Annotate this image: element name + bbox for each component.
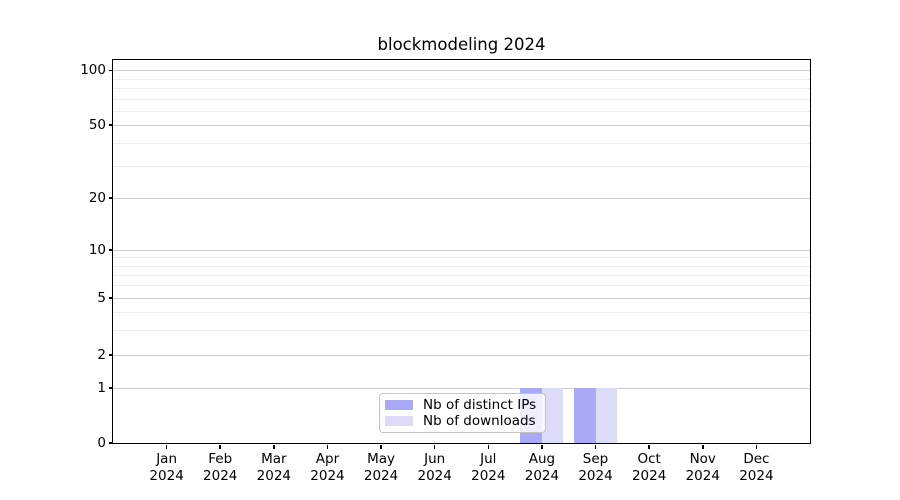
x-tick-year: 2024 xyxy=(417,467,452,484)
legend-entry: Nb of distinct IPs xyxy=(385,397,539,413)
x-tick-year: 2024 xyxy=(685,467,720,484)
x-tick-year: 2024 xyxy=(310,467,345,484)
x-tick-label: Jun 2024 xyxy=(395,451,475,484)
x-tick-mark xyxy=(219,444,221,449)
y-tick-mark xyxy=(108,297,113,299)
minor-gridline xyxy=(113,110,810,112)
x-tick-label: Jan 2024 xyxy=(127,451,207,484)
legend-swatch xyxy=(385,400,413,410)
x-tick-label: Mar 2024 xyxy=(234,451,314,484)
x-tick-month: Oct xyxy=(637,451,661,467)
x-tick-year: 2024 xyxy=(203,467,238,484)
x-tick-month: Mar xyxy=(261,451,287,467)
x-tick-label: Sep 2024 xyxy=(556,451,636,484)
minor-gridline xyxy=(113,142,810,144)
x-tick-label: Apr 2024 xyxy=(287,451,367,484)
y-tick-label: 100 xyxy=(80,62,106,79)
y-tick-label: 10 xyxy=(88,242,106,258)
bar-downloads xyxy=(541,388,564,443)
legend-entry: Nb of downloads xyxy=(385,413,539,429)
legend: Nb of distinct IPs Nb of downloads xyxy=(379,393,546,433)
x-tick-month: Sep xyxy=(582,451,609,467)
y-tick-mark xyxy=(108,69,113,72)
x-tick-mark xyxy=(380,444,382,449)
x-tick-month: May xyxy=(367,451,396,467)
x-tick-month: Nov xyxy=(689,451,716,467)
plot-area xyxy=(111,58,811,444)
bar-distinct-ips xyxy=(574,388,596,443)
x-tick-mark xyxy=(648,444,650,449)
x-tick-label: Oct 2024 xyxy=(609,451,689,484)
x-tick-year: 2024 xyxy=(631,467,667,484)
legend-label: Nb of downloads xyxy=(423,413,536,429)
x-tick-mark xyxy=(594,444,597,449)
minor-gridline xyxy=(113,257,810,259)
minor-gridline xyxy=(113,285,810,287)
y-tick-mark xyxy=(108,197,113,199)
x-tick-mark xyxy=(273,444,275,449)
x-tick-year: 2024 xyxy=(363,467,399,484)
x-tick-mark xyxy=(165,444,168,449)
chart-title: blockmodeling 2024 xyxy=(377,35,546,54)
major-gridline xyxy=(113,388,810,389)
major-gridline xyxy=(113,354,810,356)
x-tick-label: May 2024 xyxy=(341,451,421,484)
minor-gridline xyxy=(113,78,810,80)
x-tick-month: Jan xyxy=(156,451,178,467)
x-tick-mark xyxy=(702,444,704,449)
x-tick-month: Aug xyxy=(528,451,556,467)
x-tick-year: 2024 xyxy=(739,467,774,484)
x-tick-month: Jun xyxy=(424,451,446,467)
legend-label: Nb of distinct IPs xyxy=(423,397,537,413)
y-tick-label: 50 xyxy=(88,116,106,133)
x-tick-mark xyxy=(487,444,490,449)
major-gridline xyxy=(113,250,810,251)
y-tick-label: 2 xyxy=(97,346,106,363)
y-tick-mark xyxy=(108,387,113,389)
x-tick-month: Dec xyxy=(743,451,770,467)
x-tick-label: Aug 2024 xyxy=(502,451,582,484)
minor-gridline xyxy=(113,98,810,100)
x-tick-mark xyxy=(541,444,543,449)
x-tick-mark xyxy=(755,444,758,449)
x-tick-month: Apr xyxy=(315,451,340,467)
y-tick-mark xyxy=(108,124,113,126)
x-tick-year: 2024 xyxy=(256,467,292,484)
x-tick-label: Jul 2024 xyxy=(448,451,528,484)
minor-gridline xyxy=(113,265,810,267)
minor-gridline xyxy=(113,311,810,313)
y-tick-label: 5 xyxy=(97,289,106,306)
x-tick-mark xyxy=(326,444,329,449)
bar-downloads xyxy=(595,388,617,443)
major-gridline xyxy=(113,197,810,199)
x-tick-month: Jul xyxy=(480,451,497,467)
x-tick-year: 2024 xyxy=(471,467,506,484)
minor-gridline xyxy=(113,165,810,167)
x-tick-year: 2024 xyxy=(578,467,613,484)
legend-swatch xyxy=(385,416,413,426)
x-tick-label: Dec 2024 xyxy=(716,451,796,484)
y-tick-label: 20 xyxy=(88,189,106,206)
minor-gridline xyxy=(113,329,810,331)
major-gridline xyxy=(113,297,810,299)
minor-gridline xyxy=(113,274,810,276)
major-gridline xyxy=(113,70,810,72)
y-tick-mark xyxy=(108,354,113,356)
major-gridline xyxy=(113,124,810,126)
y-tick-label: 1 xyxy=(97,380,106,396)
x-tick-mark xyxy=(433,444,436,449)
x-tick-label: Feb 2024 xyxy=(180,451,260,484)
x-tick-month: Feb xyxy=(208,451,233,467)
y-tick-mark xyxy=(108,442,113,444)
x-tick-label: Nov 2024 xyxy=(663,451,743,484)
x-tick-year: 2024 xyxy=(524,467,560,484)
minor-gridline xyxy=(113,87,810,89)
x-tick-year: 2024 xyxy=(149,467,184,484)
y-tick-mark xyxy=(108,249,113,251)
y-tick-label: 0 xyxy=(97,435,106,451)
